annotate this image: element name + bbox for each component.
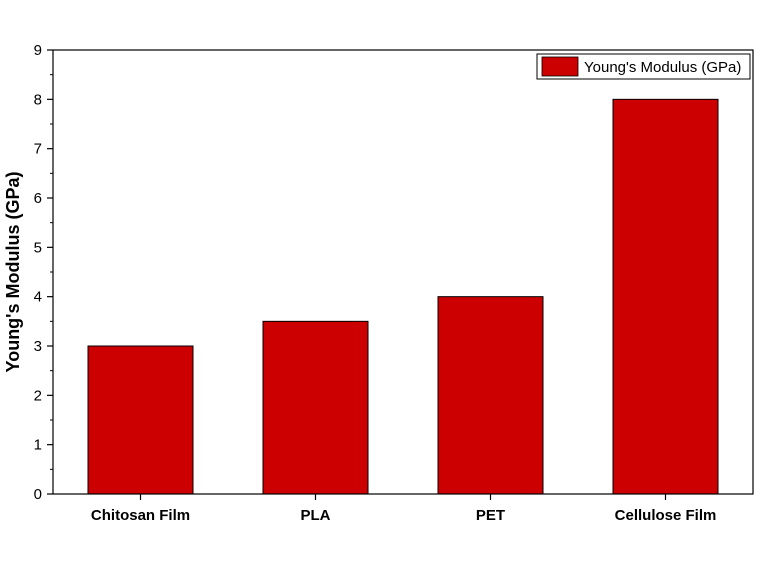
y-axis-title: Young's Modulus (GPa) <box>3 172 23 373</box>
legend-label: Young's Modulus (GPa) <box>584 59 741 76</box>
x-tick-label: PET <box>476 507 505 524</box>
y-tick-label: 1 <box>34 437 42 454</box>
y-tick-label: 6 <box>34 190 42 207</box>
bars <box>87 98 719 495</box>
legend: Young's Modulus (GPa) <box>536 53 751 80</box>
y-tick-label: 5 <box>34 239 42 256</box>
bar <box>87 345 194 495</box>
y-tick-label: 0 <box>34 486 42 503</box>
y-tick-label: 3 <box>34 338 42 355</box>
y-tick-label: 2 <box>34 387 42 404</box>
x-tick-label: Cellulose Film <box>615 507 717 524</box>
x-axis-labels: Chitosan Film PLA PET Cellulose Film <box>91 494 716 524</box>
bar <box>262 320 369 495</box>
x-tick-label: PLA <box>301 507 331 524</box>
y-tick-label: 8 <box>34 91 42 108</box>
x-tick-label: Chitosan Film <box>91 507 190 524</box>
bar <box>437 296 544 495</box>
bar <box>612 98 719 495</box>
y-tick-label: 7 <box>34 141 42 158</box>
y-tick-label: 4 <box>34 289 42 306</box>
legend-swatch <box>541 56 579 77</box>
y-tick-label: 9 <box>34 42 42 59</box>
y-axis-ticks: 0 1 2 3 4 5 6 7 8 9 <box>34 42 53 503</box>
plot-frame <box>52 49 754 495</box>
